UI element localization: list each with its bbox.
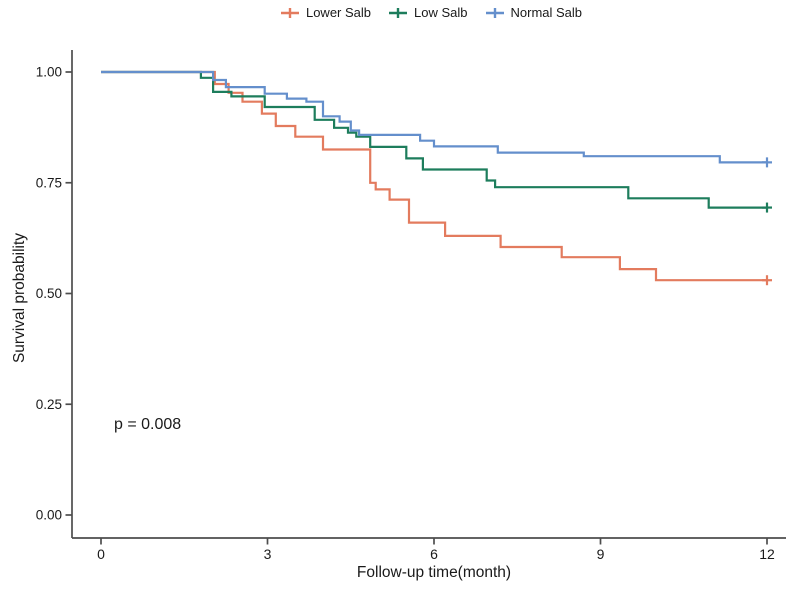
low-salb-plus-marker-icon [389, 7, 408, 18]
y-tick-label: 0.50 [36, 286, 62, 301]
normal-salb-plus-marker-icon [485, 7, 504, 18]
y-tick-label: 0.25 [36, 397, 62, 412]
p-value-annotation: p = 0.008 [114, 416, 182, 433]
legend-item-low-salb: Low Salb [388, 5, 468, 20]
legend-label-normal-salb: Normal Salb [510, 5, 583, 20]
survival-curve-low-salb [101, 70, 767, 209]
y-tick-label: 0.00 [36, 508, 62, 523]
x-tick-label: 0 [97, 546, 105, 562]
legend: Lower Salb Low Salb Normal Salb [0, 5, 800, 20]
x-axis-title: Follow-up time(month) [356, 564, 512, 581]
legend-label-lower-salb: Lower Salb [305, 5, 372, 20]
lower-salb-plus-marker-icon [280, 7, 299, 18]
survival-curve-lower-salb [101, 70, 767, 282]
legend-label-low-salb: Low Salb [414, 5, 468, 20]
x-tick-label: 3 [264, 546, 272, 562]
x-tick-label: 12 [759, 546, 775, 562]
survival-curve-normal-salb [101, 70, 767, 164]
legend-item-normal-salb: Normal Salb [485, 5, 583, 20]
y-tick-label: 1.00 [36, 65, 62, 80]
x-tick-label: 6 [430, 546, 438, 562]
y-axis-title: Survival probability [11, 232, 28, 364]
legend-item-lower-salb: Lower Salb [280, 5, 371, 20]
y-tick-label: 0.75 [36, 175, 62, 190]
x-tick-label: 9 [597, 546, 605, 562]
